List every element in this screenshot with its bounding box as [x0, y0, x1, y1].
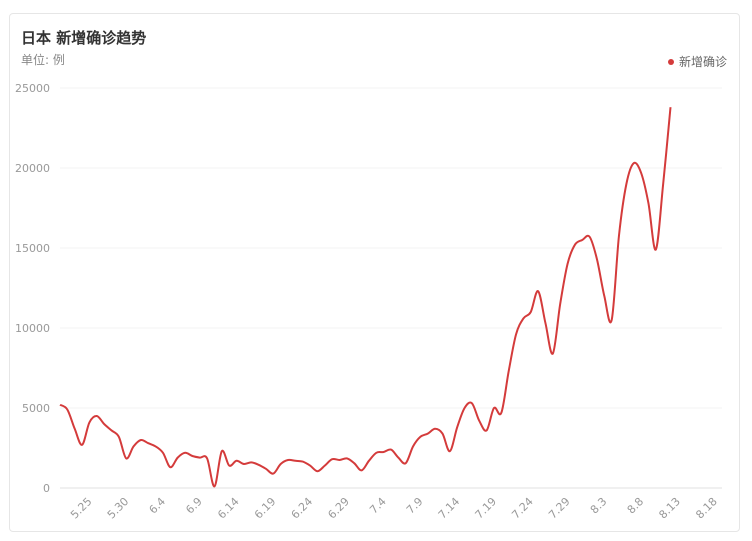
x-tick-label: 7.24 — [509, 495, 536, 522]
y-tick-label: 15000 — [15, 242, 50, 255]
series-group — [59, 107, 672, 488]
legend-label: 新增确诊 — [678, 55, 727, 69]
x-tick-label: 5.25 — [68, 495, 95, 522]
unit-label: 单位: 例 — [21, 53, 65, 67]
x-tick-label: 8.3 — [588, 495, 610, 517]
series-line — [59, 107, 672, 488]
x-tick-label: 6.24 — [289, 495, 316, 522]
y-tick-label: 5000 — [22, 402, 50, 415]
y-tick-label: 25000 — [15, 82, 50, 95]
y-tick-label: 10000 — [15, 322, 50, 335]
x-tick-label: 5.30 — [105, 495, 132, 522]
x-tick-label: 6.29 — [325, 495, 352, 522]
x-tick-label: 8.13 — [656, 495, 683, 522]
chart-title: 日本 新增确诊趋势 — [21, 29, 147, 47]
x-tick-label: 7.4 — [367, 495, 389, 517]
chart-card: 日本 新增确诊趋势 单位: 例 新增确诊 — [9, 13, 740, 532]
x-tick-label: 6.9 — [183, 495, 205, 517]
x-tick-label: 8.18 — [693, 495, 720, 522]
y-axis-ticks: 0 5000 10000 15000 20000 25000 — [15, 82, 50, 495]
legend[interactable]: 新增确诊 — [667, 53, 727, 70]
x-tick-label: 6.4 — [147, 495, 169, 517]
x-tick-label: 8.8 — [625, 495, 647, 517]
y-tick-label: 0 — [43, 482, 50, 495]
x-axis-ticks: 5.25 5.30 6.4 6.9 6.14 6.19 6.24 6.29 7.4 7.9 7.14… — [68, 495, 720, 522]
grid-lines — [60, 87, 722, 489]
x-tick-label: 7.14 — [436, 495, 463, 522]
x-tick-label: 7.29 — [546, 495, 573, 522]
x-tick-label: 7.19 — [473, 495, 500, 522]
legend-dot-icon — [667, 58, 674, 65]
x-tick-label: 6.14 — [215, 495, 242, 522]
x-tick-label: 7.9 — [404, 495, 426, 517]
y-tick-label: 20000 — [15, 162, 50, 175]
x-tick-label: 6.19 — [252, 495, 279, 522]
